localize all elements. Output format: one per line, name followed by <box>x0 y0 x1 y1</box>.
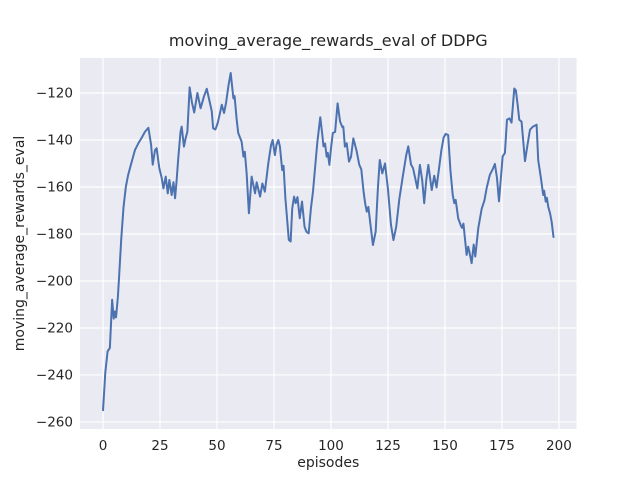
x-tick-label: 25 <box>151 438 168 454</box>
data-line-moving_average_rewards_eval <box>102 72 555 412</box>
x-tick-label: 200 <box>546 438 572 454</box>
y-tick-label: −260 <box>36 415 73 431</box>
y-axis-label: moving_average_rewards_eval <box>12 136 28 352</box>
x-tick-label: 50 <box>208 438 225 454</box>
x-tick-label: 175 <box>489 438 515 454</box>
y-tick-label: −240 <box>36 368 73 384</box>
y-tick-label: −120 <box>36 86 73 102</box>
y-tick-label: −180 <box>36 227 73 243</box>
x-tick-label: 125 <box>375 438 401 454</box>
x-tick-label: 150 <box>432 438 458 454</box>
y-tick-label: −220 <box>36 321 73 337</box>
chart-title: moving_average_rewards_eval of DDPG <box>169 31 488 51</box>
y-tick-label: −160 <box>36 180 73 196</box>
x-tick-label: 75 <box>265 438 282 454</box>
x-axis-label: episodes <box>297 455 359 471</box>
y-tick-labels: −120 −140 −160 −180 −200 −220 −240 −260 <box>36 86 73 431</box>
series-lines <box>102 72 555 412</box>
x-tick-label: 100 <box>318 438 344 454</box>
y-tick-label: −140 <box>36 133 73 149</box>
x-tick-label: 0 <box>99 438 108 454</box>
plot-area <box>80 58 577 429</box>
x-tick-labels: 0 25 50 75 100 125 150 175 200 <box>99 438 572 454</box>
y-tick-label: −200 <box>36 274 73 290</box>
grid-lines <box>80 58 577 429</box>
